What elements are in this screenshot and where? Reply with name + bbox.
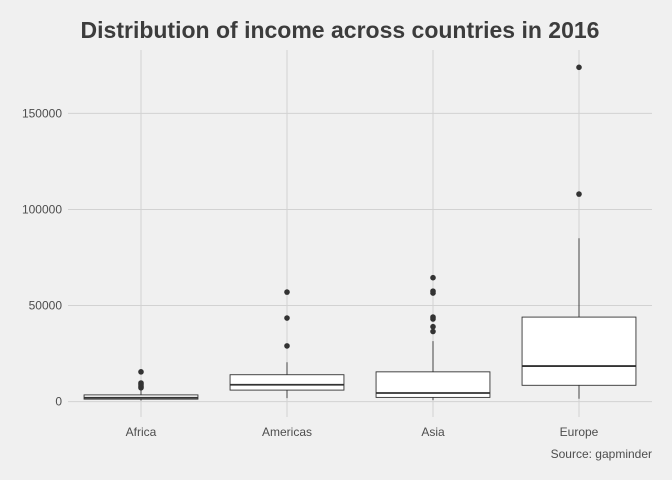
outlier-point xyxy=(576,191,582,197)
y-tick-label: 50000 xyxy=(29,299,63,313)
outlier-point xyxy=(430,274,436,281)
outlier-point xyxy=(284,343,290,349)
y-tick-label: 100000 xyxy=(22,202,62,216)
outlier-point xyxy=(430,328,436,335)
iqr-box xyxy=(521,316,637,386)
axis-layer: 0 50000 100000 150000 Africa Americas Asia Euro… xyxy=(22,106,599,439)
chart-caption: Source: gapminder xyxy=(551,447,652,461)
outlier-point xyxy=(284,315,290,321)
box-europe xyxy=(521,64,637,399)
outlier-point xyxy=(576,64,582,71)
y-tick-label: 150000 xyxy=(22,106,62,120)
grid-layer xyxy=(68,50,652,417)
box-asia xyxy=(375,274,491,401)
x-tick-label: Americas xyxy=(262,425,312,439)
box-africa xyxy=(83,369,199,401)
box-layer xyxy=(83,64,637,401)
x-tick-label: Europe xyxy=(560,425,599,439)
outlier-point xyxy=(430,314,436,320)
chart-title: Distribution of income across countries … xyxy=(81,17,600,43)
outlier-point xyxy=(138,369,144,375)
y-tick-label: 0 xyxy=(55,395,62,409)
iqr-box xyxy=(229,374,345,391)
outlier-point xyxy=(430,323,436,330)
outlier-point xyxy=(138,380,144,386)
x-tick-label: Asia xyxy=(421,425,445,439)
box-americas xyxy=(229,289,345,399)
x-tick-label: Africa xyxy=(126,425,157,439)
outlier-point xyxy=(284,289,290,295)
outlier-point xyxy=(430,288,436,294)
